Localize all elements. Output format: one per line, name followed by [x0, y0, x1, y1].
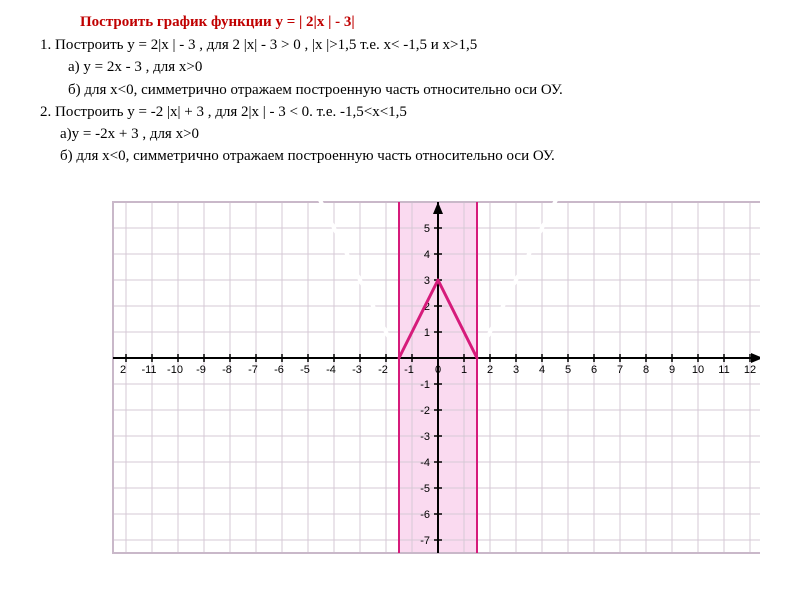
svg-text:-3: -3 — [352, 364, 362, 376]
text-line: б) для x<0, симметрично отражаем построе… — [68, 80, 780, 100]
svg-text:-10: -10 — [167, 364, 183, 376]
text-line: 1. Построить y = 2|x | - 3 , для 2 |x| -… — [40, 35, 780, 55]
svg-text:10: 10 — [692, 364, 704, 376]
svg-text:1: 1 — [461, 364, 467, 376]
svg-text:-9: -9 — [196, 364, 206, 376]
svg-text:-4: -4 — [326, 364, 336, 376]
svg-text:0: 0 — [435, 364, 441, 376]
svg-text:4: 4 — [424, 249, 430, 261]
chart-container: 2-11-10-9-8-7-6-5-4-3-2-1012345678910111… — [90, 185, 770, 575]
svg-text:12: 12 — [744, 364, 756, 376]
text-line: 2. Построить y = -2 |x| + 3 , для 2|x | … — [40, 102, 780, 122]
function-graph: 2-11-10-9-8-7-6-5-4-3-2-1012345678910111… — [100, 195, 760, 565]
svg-text:-1: -1 — [404, 364, 414, 376]
text-line: б) для x<0, симметрично отражаем построе… — [60, 146, 780, 166]
text-body: 1. Построить y = 2|x | - 3 , для 2 |x| -… — [40, 35, 780, 167]
svg-text:-8: -8 — [222, 364, 232, 376]
svg-text:5: 5 — [424, 223, 430, 235]
svg-text:-4: -4 — [420, 457, 430, 469]
text-line: а) y = 2x - 3 , для x>0 — [68, 57, 780, 77]
svg-text:-2: -2 — [378, 364, 388, 376]
svg-text:-11: -11 — [141, 364, 156, 376]
svg-text:7: 7 — [617, 364, 623, 376]
svg-text:5: 5 — [565, 364, 571, 376]
svg-text:-1: -1 — [420, 379, 430, 391]
svg-text:-6: -6 — [420, 509, 430, 521]
svg-text:2: 2 — [487, 364, 493, 376]
svg-text:-2: -2 — [420, 405, 430, 417]
svg-text:-5: -5 — [420, 483, 430, 495]
svg-text:3: 3 — [513, 364, 519, 376]
svg-text:11: 11 — [718, 364, 729, 376]
text-line: а)y = -2x + 3 , для x>0 — [60, 124, 780, 144]
svg-text:4: 4 — [539, 364, 545, 376]
svg-text:1: 1 — [424, 327, 430, 339]
svg-text:8: 8 — [643, 364, 649, 376]
svg-text:-7: -7 — [248, 364, 258, 376]
svg-text:-7: -7 — [420, 535, 430, 547]
svg-text:2: 2 — [120, 364, 126, 376]
svg-text:3: 3 — [424, 275, 430, 287]
svg-text:-3: -3 — [420, 431, 430, 443]
svg-text:-5: -5 — [300, 364, 310, 376]
page-title: Построить график функции y = | 2|x | - 3… — [80, 14, 780, 31]
svg-text:6: 6 — [591, 364, 597, 376]
svg-text:9: 9 — [669, 364, 675, 376]
svg-text:-6: -6 — [274, 364, 284, 376]
